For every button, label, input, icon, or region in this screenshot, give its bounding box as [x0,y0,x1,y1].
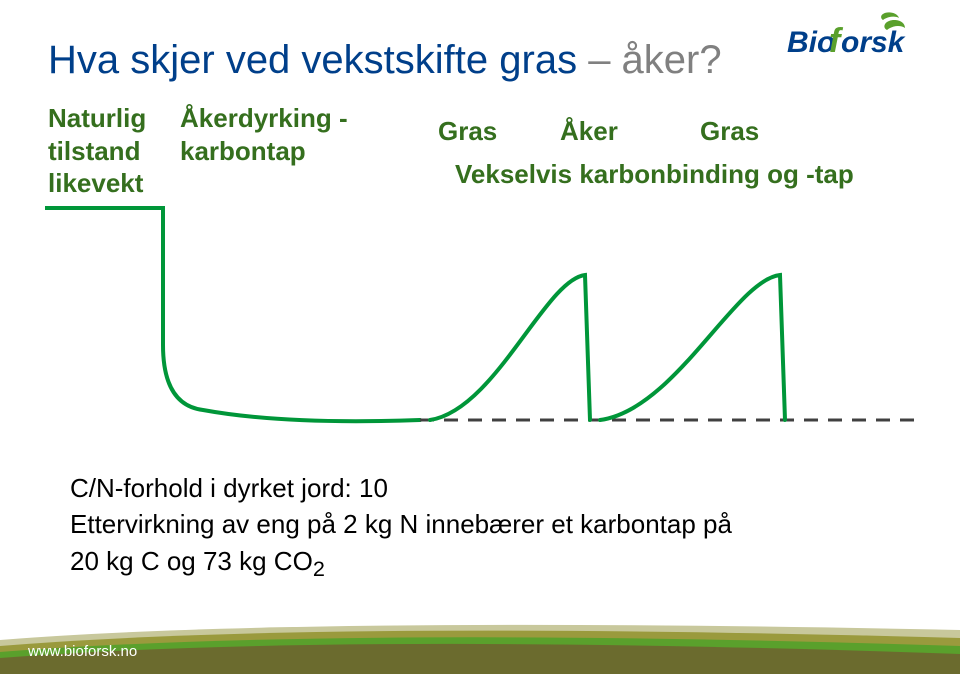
label-akerdyrking-l1: Åkerdyrking - [180,103,348,133]
label-akerdyrking: Åkerdyrking - karbontap [180,102,380,167]
curve-bump-2 [600,275,785,420]
body-text: C/N-forhold i dyrket jord: 10 Ettervirkn… [70,470,870,584]
label-naturlig-l2: tilstand [48,136,140,166]
body-line-3: 20 kg C og 73 kg CO2 [70,543,870,585]
curve-main [45,208,420,421]
label-naturlig-l3: likevekt [48,168,143,198]
label-aker: Åker [560,115,618,148]
label-gras-2: Gras [700,115,759,148]
footer-url: www.bioforsk.no [28,643,137,660]
slide-title: Hva skjer ved vekstskifte gras – åker? [48,38,722,83]
slide: Bio orsk f Hva skjer ved vekstskifte gra… [0,0,960,674]
title-separator: – [588,38,621,82]
label-naturlig-tilstand: Naturlig tilstand likevekt [48,102,188,200]
label-gras-1: Gras [438,115,497,148]
bioforsk-logo: Bio orsk f [787,12,932,65]
slide-footer: www.bioforsk.no [0,604,960,674]
body-line-1: C/N-forhold i dyrket jord: 10 [70,470,870,506]
body-line-3-sub: 2 [313,556,325,581]
label-vekselvis: Vekselvis karbonbinding og -tap [455,158,854,191]
body-line-2: Ettervirkning av eng på 2 kg N innebærer… [70,506,870,542]
body-line-3a: 20 kg C og 73 kg CO [70,546,313,576]
footer-swoosh [0,604,960,674]
svg-text:orsk: orsk [841,26,906,59]
title-part-main: Hva skjer ved vekstskifte gras [48,38,588,82]
label-naturlig-l1: Naturlig [48,103,146,133]
curve-bump-1 [430,275,590,420]
title-part-sub: åker? [622,38,722,82]
label-akerdyrking-l2: karbontap [180,136,306,166]
carbon-curve-chart [45,200,925,460]
